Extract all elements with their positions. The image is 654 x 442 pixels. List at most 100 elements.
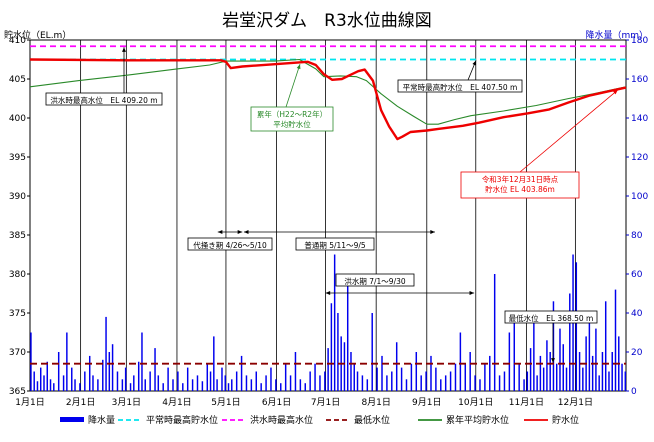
y-right-tick-label: 180 <box>631 36 648 46</box>
x-tick-label: 12月1日 <box>558 397 593 408</box>
rain-bar <box>108 352 111 391</box>
rain-bar <box>337 313 339 391</box>
rain-bar <box>356 371 359 391</box>
annotation-arrowhead <box>551 358 555 363</box>
rain-bar <box>361 375 364 391</box>
rain-bar <box>231 379 233 391</box>
x-tick-label: 2月1日 <box>66 397 95 408</box>
annotation-arrowhead <box>122 47 126 52</box>
annotation-arrowhead <box>472 60 477 66</box>
rain-bar <box>608 371 610 391</box>
rain-bar <box>255 371 258 391</box>
rain-bar <box>304 383 306 391</box>
rain-bar <box>353 363 355 391</box>
rain-bar <box>430 355 432 391</box>
rain-bar <box>578 352 581 391</box>
rain-bar <box>601 352 604 391</box>
annotation-arrowhead <box>469 291 475 295</box>
rain-bar <box>240 355 243 391</box>
legend-label: 洪水時最高水位 <box>250 414 313 426</box>
annotation-box <box>187 237 273 251</box>
annotation-arrowhead <box>430 230 435 234</box>
rain-bar <box>57 352 60 391</box>
rain-bar <box>265 375 267 391</box>
y-right-tick-label: 0 <box>631 387 637 397</box>
y-left-tick-label: 400 <box>9 114 26 124</box>
annotation-text: 代掻き期 4/26～5/10 <box>193 240 267 250</box>
y-left-tick-label: 375 <box>9 309 26 319</box>
annotation-box <box>504 310 598 324</box>
rain-bar <box>484 363 486 391</box>
rain-bar <box>444 375 447 391</box>
y-left-tick-label: 365 <box>9 387 26 397</box>
annotation-box <box>460 171 580 199</box>
rain-bar <box>250 379 253 391</box>
rain-bar <box>508 332 511 391</box>
rain-bar <box>221 367 223 391</box>
x-tick-label: 11月1日 <box>509 397 544 408</box>
rain-bar <box>196 375 199 391</box>
legend: 降水量 平常時最高貯水位 洪水時最高水位 最低水位 累年平均貯水位 貯水位 <box>60 414 579 426</box>
rain-bar <box>33 371 35 391</box>
annotations: 洪水時最高水位 EL 409.20 m 平常時最高貯水位 EL 407.50 m 累… <box>45 47 619 363</box>
rain-bar <box>346 274 349 391</box>
rain-bar <box>71 367 73 391</box>
rain-bar <box>330 303 333 391</box>
rain-bar <box>309 371 311 391</box>
rain-bar <box>604 301 607 391</box>
rain-bar <box>172 379 174 391</box>
rain-bar <box>493 274 496 391</box>
rain-bar <box>539 355 542 391</box>
legend-label: 降水量 <box>88 414 115 426</box>
annotation-box <box>335 273 415 287</box>
rain-bar <box>84 371 86 391</box>
rain-bar <box>425 371 427 391</box>
annotation-box <box>45 92 163 106</box>
rain-bar <box>129 383 132 391</box>
rain-bar <box>319 375 321 391</box>
annotation-box <box>295 237 375 251</box>
annotation-text: 貯水位 EL 403.86m <box>485 184 555 194</box>
rain-bar <box>39 367 42 391</box>
rain-bar <box>79 383 81 391</box>
rain-bar <box>614 289 617 391</box>
rain-bar <box>102 359 104 391</box>
rain-bar <box>400 367 403 391</box>
rain-bar <box>149 371 151 391</box>
rain-bar <box>464 363 467 391</box>
rain-bar <box>562 344 564 391</box>
y-right-tick-label: 120 <box>631 153 648 163</box>
rain-bar <box>518 363 520 391</box>
rain-bar <box>157 375 160 391</box>
rain-bar <box>395 342 398 391</box>
rain-bar <box>213 336 215 391</box>
rain-bar <box>133 375 135 391</box>
rain-bar <box>201 381 204 391</box>
rain-bar <box>53 383 55 391</box>
y-right-tick-label: 140 <box>631 114 648 124</box>
rain-bar <box>284 363 287 391</box>
y-left-tick-label: 410 <box>9 36 26 46</box>
y-right-tick-label: 80 <box>631 231 643 241</box>
rain-bar <box>611 352 613 391</box>
annotation-text: 最低水位 EL 368.50 m <box>509 313 594 323</box>
rain-bar <box>526 371 529 391</box>
rain-bar <box>588 313 591 391</box>
rain-bar <box>555 363 558 391</box>
rain-bar <box>366 379 369 391</box>
rain-bar <box>371 313 373 391</box>
y-left-tick-label: 395 <box>9 153 26 163</box>
x-tick-label: 4月1日 <box>162 397 191 408</box>
rain-bar <box>289 375 292 391</box>
y-right-tick-label: 160 <box>631 75 648 85</box>
rain-bar <box>435 367 437 391</box>
rain-bar <box>552 301 555 391</box>
rain-bar <box>124 367 127 391</box>
rain-bar <box>270 367 272 391</box>
rain-bar <box>66 332 68 391</box>
rain-bar <box>350 352 352 391</box>
rain-bar <box>598 375 600 391</box>
annotation-arrowhead <box>613 89 618 95</box>
annotation-leader <box>285 64 301 108</box>
